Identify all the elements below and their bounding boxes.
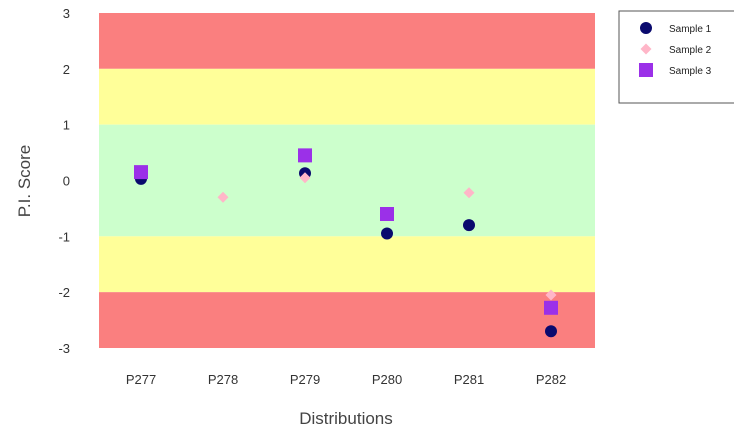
legend-box: [618, 10, 734, 104]
x-tick-label: P281: [454, 372, 484, 387]
legend-marker-diamond: [640, 43, 652, 55]
point-diamond: [545, 289, 557, 301]
band-1: [99, 68, 595, 125]
y-tick-label: -2: [58, 285, 70, 300]
y-tick-label: 2: [63, 62, 70, 77]
legend-label: Sample 1: [669, 24, 712, 35]
y-tick-label: 1: [63, 118, 70, 133]
x-tick-label: P277: [126, 372, 156, 387]
score-bands: [99, 13, 595, 348]
x-tick-label: P280: [372, 372, 402, 387]
point-diamond: [463, 187, 475, 199]
point-square: [298, 148, 312, 163]
x-axis-title: Distributions: [299, 409, 393, 428]
point-square: [380, 207, 394, 221]
point-square: [544, 300, 558, 315]
legend: Sample 1 Sample 2 Sample 3: [618, 10, 734, 104]
band-3: [99, 236, 595, 293]
y-tick-label: 3: [63, 6, 70, 21]
y-tick-label: -3: [58, 341, 70, 356]
y-tick-label: -1: [58, 229, 70, 244]
point-circle: [545, 325, 557, 338]
x-tick-label: P282: [536, 372, 566, 387]
band-0: [99, 13, 595, 69]
y-axis-ticks: 3 2 1 0 -1 -2 -3: [58, 6, 70, 356]
point-circle: [381, 227, 393, 240]
legend-marker-square: [639, 63, 653, 77]
band-4: [99, 292, 595, 348]
x-tick-label: P278: [208, 372, 238, 387]
y-axis-title: P.I. Score: [15, 145, 34, 217]
point-diamond: [217, 191, 229, 203]
y-tick-label: 0: [63, 174, 70, 189]
legend-label: Sample 2: [669, 45, 712, 56]
legend-marker-circle: [640, 22, 652, 34]
point-square: [134, 165, 148, 180]
data-points: [134, 148, 558, 338]
legend-label: Sample 3: [669, 66, 712, 77]
x-tick-label: P279: [290, 372, 320, 387]
band-2: [99, 124, 595, 237]
point-diamond: [299, 172, 311, 184]
point-circle: [463, 219, 475, 232]
x-axis-ticks: P277 P278 P279 P280 P281 P282: [126, 372, 566, 387]
